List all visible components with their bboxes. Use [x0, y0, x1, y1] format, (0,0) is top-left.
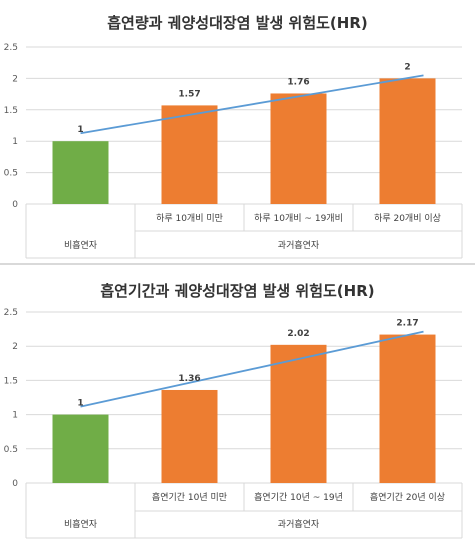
y-tick-label: 1.5	[4, 376, 18, 386]
data-label: 1.76	[287, 77, 309, 87]
bar	[52, 141, 109, 204]
data-label: 1.57	[178, 89, 200, 99]
data-label: 2.17	[396, 319, 418, 329]
y-tick-label: 1	[12, 137, 18, 147]
chart-svg: 0 0.5 1 1.5 2 2.5 1 1.36 2.02 2.17 흡연기간 10년 미만 흡연기간…	[4, 308, 463, 539]
y-tick-label: 2.5	[4, 43, 18, 53]
bar	[379, 78, 436, 204]
x-tick-label: 흡연기간 10년 미만	[152, 491, 227, 503]
chart-title: 흡연기간과 궤양성대장염 발생 위험도(HR)	[100, 282, 375, 300]
bar	[379, 334, 436, 483]
y-tick-label: 0.5	[4, 445, 18, 455]
x-tick-label: 하루 20개비 이상	[374, 213, 441, 224]
y-tick-label: 0	[12, 200, 18, 210]
chart-panel-smoking-amount: 흡연량과 궤양성대장염 발생 위험도(HR) 0 0.5 1 1.5 2 2.5 1 1.57…	[0, 0, 475, 262]
y-tick-label: 0.5	[4, 169, 18, 179]
data-label: 1.36	[178, 374, 200, 384]
group-label: 비흡연자	[64, 239, 98, 251]
y-tick-label: 1.5	[4, 106, 18, 116]
y-tick-label: 2	[12, 342, 18, 352]
bar	[270, 344, 327, 483]
group-label: 과거흡연자	[278, 518, 320, 530]
y-tick-label: 1	[12, 411, 18, 421]
data-label: 1	[77, 125, 83, 135]
bar	[161, 389, 218, 483]
y-tick-label: 2.5	[4, 308, 18, 318]
chart-title: 흡연량과 궤양성대장염 발생 위험도(HR)	[107, 14, 368, 32]
group-label: 비흡연자	[64, 518, 98, 530]
divider	[0, 263, 475, 265]
y-tick-label: 0	[12, 479, 18, 489]
data-label: 2	[404, 62, 410, 72]
x-tick-label: 하루 10개비 ~ 19개비	[254, 213, 343, 224]
chart-panel-smoking-duration: 흡연기간과 궤양성대장염 발생 위험도(HR) 0 0.5 1 1.5 2 2.5 1 1.3…	[0, 270, 475, 541]
data-label: 1	[77, 399, 83, 409]
bar	[161, 105, 218, 204]
trend-line	[80, 74, 424, 135]
group-label: 과거흡연자	[278, 239, 320, 251]
x-tick-label: 하루 10개비 미만	[156, 213, 223, 224]
x-tick-label: 흡연기간 20년 이상	[370, 491, 445, 503]
trend-line	[80, 330, 424, 408]
x-tick-label: 흡연기간 10년 ~ 19년	[254, 491, 343, 503]
bar	[52, 414, 109, 483]
data-label: 2.02	[287, 329, 309, 339]
bar	[270, 93, 327, 204]
y-tick-label: 2	[12, 74, 18, 84]
chart-svg: 0 0.5 1 1.5 2 2.5 1 1.57 1.76 2 하루 10개비 미만 하루 10개비 …	[4, 43, 463, 259]
